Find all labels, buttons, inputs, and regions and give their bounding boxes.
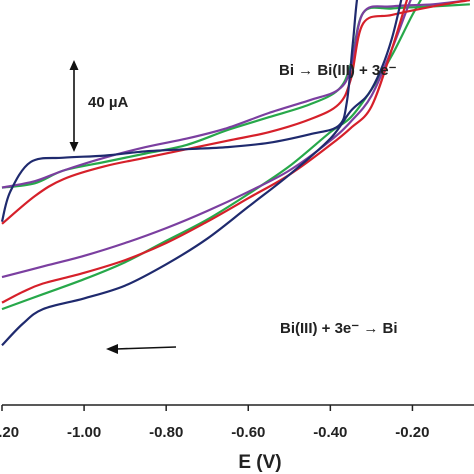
scale-bar-arrowhead-bottom bbox=[69, 142, 79, 152]
x-tick-label: -0.80 bbox=[149, 424, 183, 441]
curves bbox=[0, 0, 471, 347]
scale-bar-arrowhead-top bbox=[69, 60, 79, 70]
x-tick-label: -1.00 bbox=[67, 424, 101, 441]
series-d-forward-scan bbox=[1, 0, 423, 311]
x-tick-label: -0.60 bbox=[231, 424, 265, 441]
x-tick-label: -1.20 bbox=[0, 424, 19, 441]
oxidation-reaction-label: Bi → Bi(III) + 3e⁻ bbox=[279, 62, 397, 79]
series-a-forward-scan bbox=[1, 0, 403, 347]
scan-direction-arrow bbox=[106, 344, 177, 354]
reduction-reaction-label: Bi(III) + 3e⁻ → Bi bbox=[280, 320, 398, 337]
series-c-reverse-scan bbox=[1, 0, 471, 189]
x-tick-label: -0.40 bbox=[313, 424, 347, 441]
x-tick-label: -0.20 bbox=[395, 424, 429, 441]
x-axis-title: E (V) bbox=[238, 452, 281, 473]
scale-bar-label: 40 µA bbox=[88, 94, 128, 111]
series-c-forward-scan bbox=[1, 0, 412, 279]
series-b-forward-scan bbox=[1, 0, 409, 304]
scale-bar bbox=[69, 60, 79, 152]
series-a-reverse-scan bbox=[0, 0, 358, 222]
x-axis: -1.20 -1.00 -0.80 -0.60 -0.40 -0.20 bbox=[0, 404, 474, 441]
series-b-reverse-scan bbox=[1, 0, 471, 225]
